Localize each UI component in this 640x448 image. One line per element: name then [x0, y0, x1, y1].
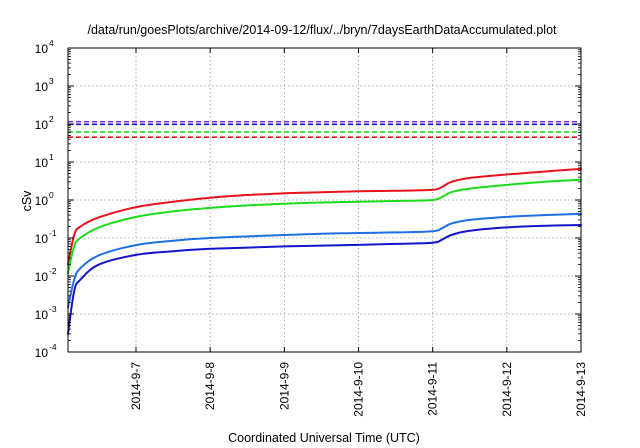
y-tick-exponent: 0: [49, 190, 54, 200]
y-axis-label: cSv: [20, 190, 34, 212]
y-tick-base: 10: [35, 308, 49, 322]
y-tick-base: 10: [35, 42, 49, 56]
y-tick-base: 10: [35, 80, 49, 94]
y-tick-exponent: -2: [49, 266, 57, 276]
grid-layer: [68, 48, 581, 352]
y-tick-exponent: -4: [49, 342, 57, 352]
y-tick-base: 10: [35, 270, 49, 284]
y-tick-exponent: 2: [49, 114, 54, 124]
x-tick-label: 2014-9-13: [574, 362, 588, 417]
threshold-layer: [68, 120, 581, 138]
plot-frame: [67, 47, 582, 353]
y-tick-label: 10 0: [35, 190, 54, 208]
x-tick-label: 2014-9-8: [203, 362, 217, 410]
y-tick-label: 10 -2: [35, 266, 57, 284]
y-tick-label: 10 4: [35, 38, 54, 56]
series-line: [67, 212, 582, 309]
y-tick-label: 10 -3: [35, 304, 57, 322]
series-layer: [67, 167, 582, 335]
series-line: [67, 167, 582, 266]
y-tick-exponent: -1: [49, 228, 57, 238]
y-tick-label: 10 2: [35, 114, 54, 132]
x-tick-label: 2014-9-9: [277, 362, 291, 410]
y-tick-label: 10 -1: [35, 228, 57, 246]
x-tick-label: 2014-9-7: [129, 362, 143, 410]
y-tick-label: 10 1: [35, 152, 54, 170]
x-axis-label: Coordinated Universal Time (UTC): [228, 431, 420, 445]
series-line: [67, 178, 582, 274]
y-tick-base: 10: [35, 232, 49, 246]
y-tick-exponent: 4: [49, 38, 54, 48]
y-tick-label: 10 -4: [35, 342, 57, 360]
chart-title: /data/run/goesPlots/archive/2014-09-12/f…: [87, 23, 557, 37]
y-tick-exponent: 1: [49, 152, 54, 162]
y-tick-base: 10: [35, 194, 49, 208]
axis-layer: 2014-9-7 2014-9-8 2014-9-9 2014-9-10 2014-9-…: [35, 38, 588, 417]
y-tick-base: 10: [35, 156, 49, 170]
y-tick-exponent: 3: [49, 76, 54, 86]
y-tick-base: 10: [35, 346, 49, 360]
series-line: [67, 224, 582, 335]
x-tick-label: 2014-9-12: [500, 362, 514, 417]
y-tick-base: 10: [35, 118, 49, 132]
y-tick-exponent: -3: [49, 304, 57, 314]
x-tick-label: 2014-9-11: [426, 362, 440, 416]
x-tick-label: 2014-9-10: [351, 362, 365, 417]
y-tick-label: 10 3: [35, 76, 54, 94]
